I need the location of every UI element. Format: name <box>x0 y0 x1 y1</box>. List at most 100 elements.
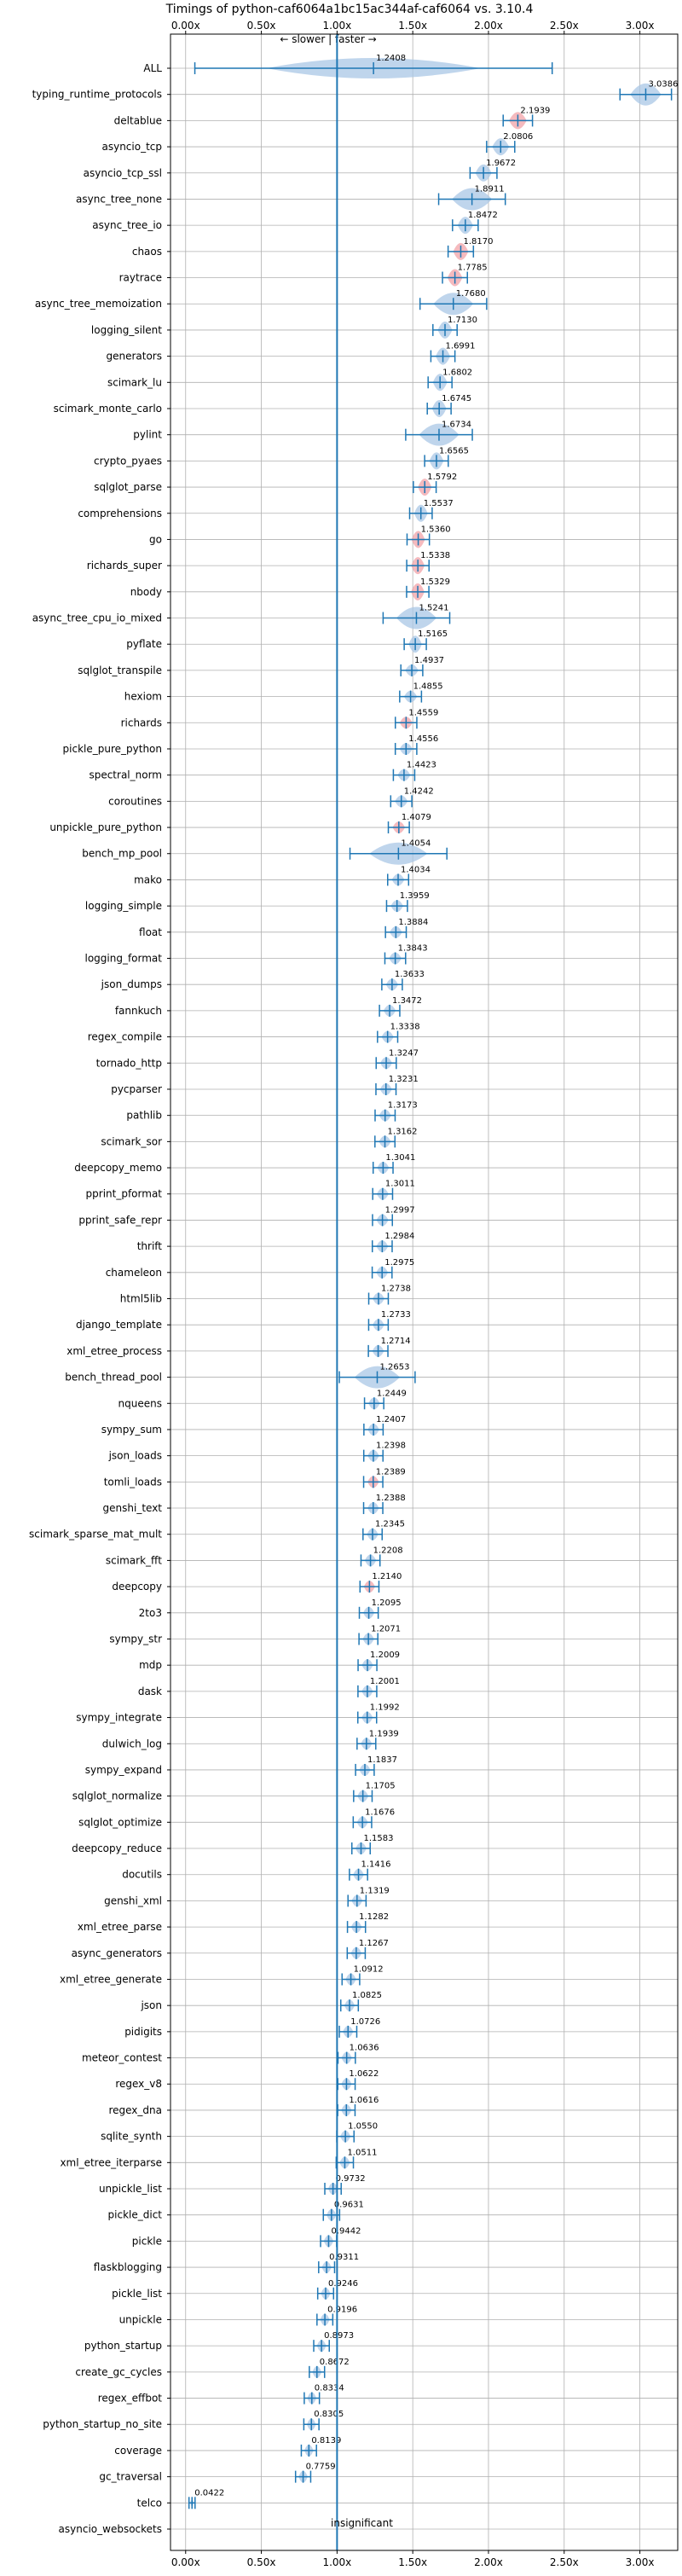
category-label: json_dumps <box>101 978 162 990</box>
value-label: 1.4242 <box>404 786 434 796</box>
category-label: mako <box>134 873 162 885</box>
category-label: json_loads <box>108 1450 162 1462</box>
value-label: 1.1319 <box>360 1886 390 1895</box>
value-label: 1.2997 <box>385 1205 415 1215</box>
category-label: regex_v8 <box>115 2078 162 2090</box>
value-label: 1.8170 <box>463 237 493 247</box>
category-label: deepcopy_memo <box>74 1162 162 1174</box>
category-label: unpickle_list <box>99 2183 162 2195</box>
value-label: 1.4855 <box>413 682 443 692</box>
value-label: 1.2345 <box>375 1520 405 1529</box>
value-label: 1.2653 <box>379 1363 409 1372</box>
category-label: sympy_expand <box>85 1764 162 1776</box>
grid <box>170 34 678 2550</box>
category-label: async_generators <box>72 1947 162 1959</box>
category-label: generators <box>106 351 162 363</box>
category-label: async_tree_none <box>76 193 162 205</box>
category-label: mdp <box>139 1659 162 1671</box>
value-label: 1.4556 <box>408 734 438 744</box>
category-label: regex_effbot <box>98 2393 163 2405</box>
value-label: 1.2738 <box>381 1285 411 1294</box>
category-label: sqlglot_parse <box>94 481 162 493</box>
category-label: django_template <box>76 1319 162 1331</box>
value-label: 1.2140 <box>372 1572 402 1581</box>
value-label: 1.1676 <box>365 1807 395 1817</box>
category-label: go <box>149 533 162 545</box>
category-label: async_tree_cpu_io_mixed <box>32 612 162 624</box>
value-label: 1.2071 <box>371 1624 401 1633</box>
value-label: 0.8305 <box>314 2410 344 2419</box>
category-label: asyncio_tcp_ssl <box>84 167 162 179</box>
value-label: 1.4559 <box>408 708 438 717</box>
value-label: 1.3338 <box>390 1023 420 1032</box>
value-label: 1.3041 <box>385 1153 415 1163</box>
value-label: 1.3011 <box>385 1180 415 1189</box>
category-label: typing_runtime_protocols <box>32 89 162 101</box>
category-label: tornado_http <box>96 1057 162 1069</box>
category-label: scimark_fft <box>106 1554 162 1566</box>
value-label: 2.0806 <box>503 132 533 142</box>
category-label: asyncio_websockets <box>59 2523 162 2535</box>
category-label: crypto_pyaes <box>94 455 162 467</box>
value-label: 1.6565 <box>439 446 469 455</box>
value-label: 1.2389 <box>376 1467 406 1477</box>
category-labels: ALL typing_runtime_protocols deltablue asyn… <box>29 62 170 2535</box>
category-label: logging_silent <box>91 324 162 336</box>
value-label: 0.0422 <box>194 2488 224 2498</box>
category-label: xml_etree_iterparse <box>60 2156 162 2168</box>
category-label: html5lib <box>120 1293 162 1305</box>
x-tick-label-top: 0.50x <box>247 20 276 32</box>
value-label: 1.3247 <box>389 1048 419 1058</box>
category-label: spectral_norm <box>89 769 162 781</box>
category-label: genshi_xml <box>104 1894 162 1906</box>
value-label: 1.9672 <box>486 159 516 168</box>
category-label: sympy_str <box>109 1633 162 1645</box>
x-tick-label-bottom: 2.50x <box>550 2556 579 2568</box>
x-tick-label-bottom: 0.50x <box>247 2556 276 2568</box>
category-label: sqlglot_normalize <box>72 1790 162 1802</box>
value-label: 1.2388 <box>376 1494 406 1503</box>
category-label: richards <box>121 717 162 728</box>
value-label: 0.7759 <box>306 2463 336 2472</box>
value-label: 1.2095 <box>372 1598 402 1608</box>
value-label: 1.3231 <box>389 1075 419 1084</box>
value-label: 1.3884 <box>398 918 428 927</box>
category-label: sympy_sum <box>101 1424 162 1436</box>
category-label: sqlglot_transpile <box>78 664 162 676</box>
value-label: 1.4423 <box>407 761 436 770</box>
chart-title: Timings of python-caf6064a1bc15ac344af-c… <box>165 3 534 16</box>
x-tick-label-top: 1.00x <box>322 20 351 32</box>
x-tick-label-bottom: 1.00x <box>322 2556 351 2568</box>
category-label: unpickle <box>119 2313 162 2325</box>
value-label: 1.4034 <box>401 865 431 874</box>
category-label: dask <box>138 1685 162 1697</box>
x-tick-label-bottom: 0.00x <box>171 2556 200 2568</box>
category-label: logging_simple <box>85 900 162 912</box>
category-label: pycparser <box>111 1083 162 1095</box>
category-label: xml_etree_generate <box>60 1973 162 1985</box>
value-label: 1.5241 <box>419 604 448 613</box>
value-label: 1.1416 <box>361 1860 391 1870</box>
category-label: python_startup_no_site <box>43 2418 162 2430</box>
x-tick-label-bottom: 2.00x <box>474 2556 503 2568</box>
x-tick-label-top: 3.00x <box>626 20 655 32</box>
category-label: async_tree_memoization <box>35 298 162 310</box>
category-label: chameleon <box>106 1267 162 1279</box>
value-label: 0.9311 <box>329 2253 359 2262</box>
value-label: 1.3633 <box>395 970 425 979</box>
category-label: sympy_integrate <box>76 1712 162 1724</box>
category-label: float <box>139 926 162 938</box>
category-label: pyflate <box>126 638 162 650</box>
category-label: flaskblogging <box>94 2261 162 2273</box>
x-ticks: 0.00x 0.00x 0.50x 0.50x 1.00x 1.00x 1.50x 1.50x… <box>171 20 655 2568</box>
category-label: pathlib <box>126 1110 162 1122</box>
value-label: 0.9732 <box>336 2174 366 2184</box>
value-label: 1.2001 <box>370 1677 400 1686</box>
value-label: 1.0622 <box>349 2069 379 2079</box>
value-label: 0.8672 <box>320 2358 350 2367</box>
plot-frame <box>170 33 679 2551</box>
value-label: 1.7130 <box>448 316 477 325</box>
value-label: 0.8334 <box>315 2384 344 2393</box>
value-label: 1.1267 <box>359 1939 389 1948</box>
